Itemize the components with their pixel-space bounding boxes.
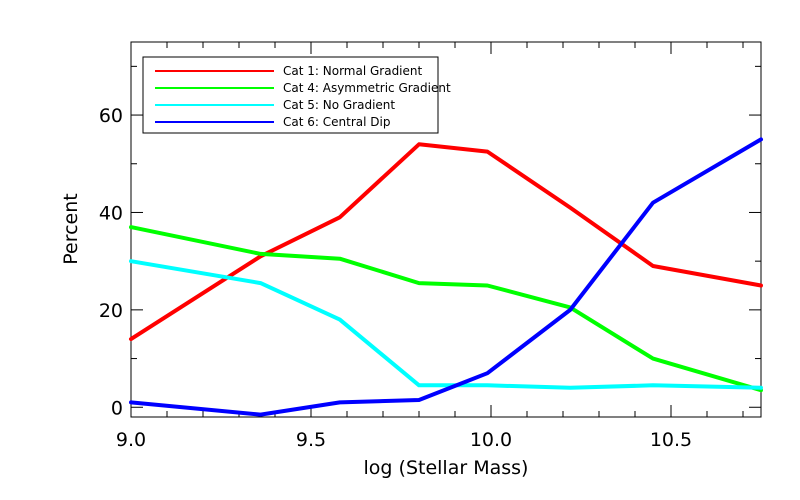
series-lines <box>129 137 763 417</box>
x-tick-label: 10.0 <box>470 429 512 451</box>
x-tick-label: 9.0 <box>116 429 146 451</box>
x-tick-label: 9.5 <box>296 429 326 451</box>
x-tick-label: 10.5 <box>650 429 692 451</box>
legend-label: Cat 1: Normal Gradient <box>283 64 423 78</box>
series-line <box>129 137 763 417</box>
x-axis-title: log (Stellar Mass) <box>364 457 529 479</box>
y-tick-label: 20 <box>99 300 123 322</box>
legend: Cat 1: Normal Gradient Cat 4: Asymmetric … <box>142 56 451 134</box>
tick-labels: 9.0 9.5 10.0 10.5 0 20 40 60 <box>99 105 692 451</box>
legend-label: Cat 5: No Gradient <box>283 98 395 112</box>
y-tick-label: 40 <box>99 202 123 224</box>
series-line <box>129 142 763 342</box>
plot-frame <box>130 41 762 418</box>
axis-ticks <box>130 42 761 417</box>
legend-box <box>142 56 439 134</box>
y-tick-label: 60 <box>99 105 123 127</box>
legend-label: Cat 6: Central Dip <box>283 115 390 129</box>
legend-label: Cat 4: Asymmetric Gradient <box>283 81 451 95</box>
y-tick-label: 0 <box>111 397 123 419</box>
series-line <box>129 225 763 393</box>
y-axis-title: Percent <box>60 193 82 265</box>
legend-items: Cat 1: Normal Gradient Cat 4: Asymmetric … <box>155 64 451 129</box>
